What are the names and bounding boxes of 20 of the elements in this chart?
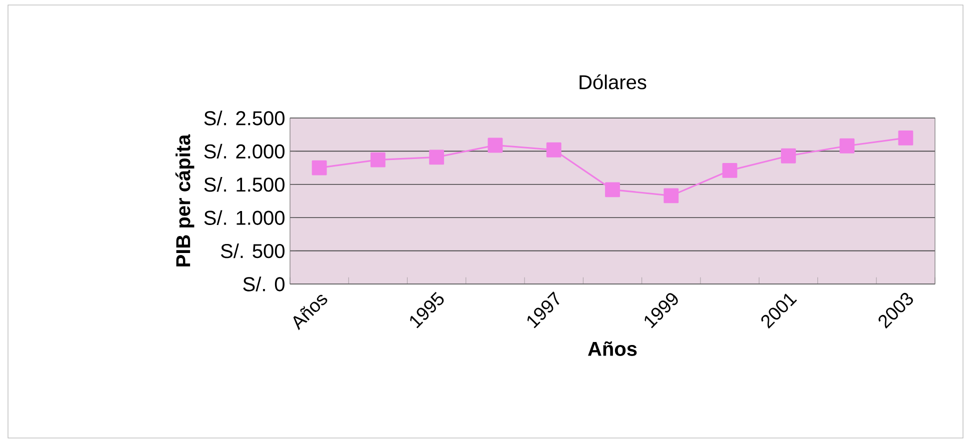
chart-title: Dólares: [580, 74, 646, 90]
point: [546, 142, 562, 158]
y-tick-label: S/. 1.500: [204, 177, 284, 192]
y-tick-label: S/. 0: [243, 276, 284, 292]
point: [664, 188, 679, 204]
point: [312, 160, 327, 176]
point: [605, 182, 620, 198]
point: [722, 162, 738, 178]
point: [370, 152, 386, 168]
y-tick-label: S/. 1.000: [204, 210, 284, 225]
x-axis-title: Años: [588, 341, 637, 356]
y-axis-title: PIB per cápita: [175, 134, 194, 266]
point: [488, 138, 503, 153]
y-tick-label: S/. 2.500: [204, 110, 284, 126]
point: [429, 150, 444, 165]
y-tick-label: S/. 2.000: [204, 144, 284, 159]
y-tick-label: S/. 500: [220, 243, 284, 258]
point: [898, 130, 914, 146]
point: [780, 148, 796, 164]
point: [840, 138, 855, 154]
